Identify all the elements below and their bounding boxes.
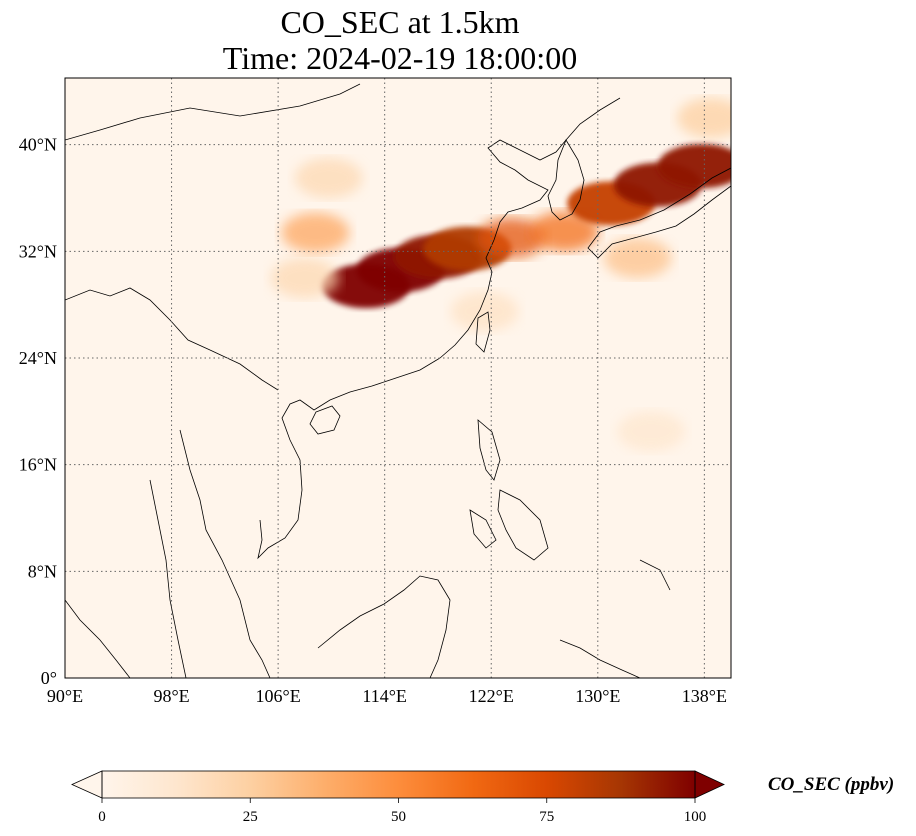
lon-tick-label: 90°E — [47, 686, 83, 706]
lat-tick-label: 40°N — [19, 135, 57, 155]
lon-tick-label: 122°E — [469, 686, 514, 706]
map-frame — [64, 77, 732, 679]
gridlines — [65, 78, 731, 678]
plume-cell — [530, 211, 599, 252]
coastlines — [65, 83, 731, 678]
lat-tick-label: 32°N — [19, 241, 57, 261]
plume-cell — [677, 98, 731, 138]
lat-tick-label: 24°N — [19, 348, 57, 368]
colorbar-tick-label: 50 — [391, 809, 406, 825]
lon-tick-label: 98°E — [153, 686, 189, 706]
colorbar-tick-label: 100 — [684, 809, 707, 825]
lon-tick-label: 106°E — [256, 686, 301, 706]
plume-cell — [270, 258, 339, 298]
title-line-1: CO_SEC at 1.5km — [280, 4, 520, 40]
plume-cell — [322, 264, 411, 308]
colorbar-ticks: 0 25 50 75 100 — [98, 798, 706, 825]
lon-tick-label: 130°E — [575, 686, 620, 706]
colorbar-label: CO_SEC (ppbv) — [768, 774, 894, 795]
lat-tick-label: 0° — [41, 668, 57, 688]
colorbar-tick-label: 0 — [98, 809, 106, 825]
title-line-2: Time: 2024-02-19 18:00:00 — [222, 40, 578, 76]
latitude-tick-labels: 0° 8°N 16°N 24°N 32°N 40°N — [19, 135, 57, 688]
plume-cell — [617, 411, 686, 452]
plume-cell — [450, 291, 519, 332]
longitude-tick-labels: 90°E 98°E 106°E 114°E 122°E 130°E 138°E — [47, 686, 727, 706]
colorbar-ramp — [102, 771, 695, 798]
lat-tick-label: 16°N — [19, 455, 57, 475]
colorbar-tick-label: 25 — [243, 809, 258, 825]
colorbar: 0 25 50 75 100 CO_SEC (ppbv) — [71, 770, 894, 825]
lat-tick-label: 8°N — [28, 561, 57, 581]
plume-cell — [294, 158, 363, 198]
plume-cell — [477, 218, 546, 258]
colorbar-extend-low — [71, 770, 103, 799]
plume-cell — [657, 144, 731, 188]
plume-cell — [281, 212, 350, 253]
lon-tick-label: 138°E — [682, 686, 727, 706]
plume-cell — [603, 238, 672, 278]
colorbar-tick-label: 75 — [539, 809, 554, 825]
lon-tick-label: 114°E — [362, 686, 407, 706]
colorbar-extend-high — [694, 770, 725, 799]
concentration-field — [270, 98, 731, 452]
